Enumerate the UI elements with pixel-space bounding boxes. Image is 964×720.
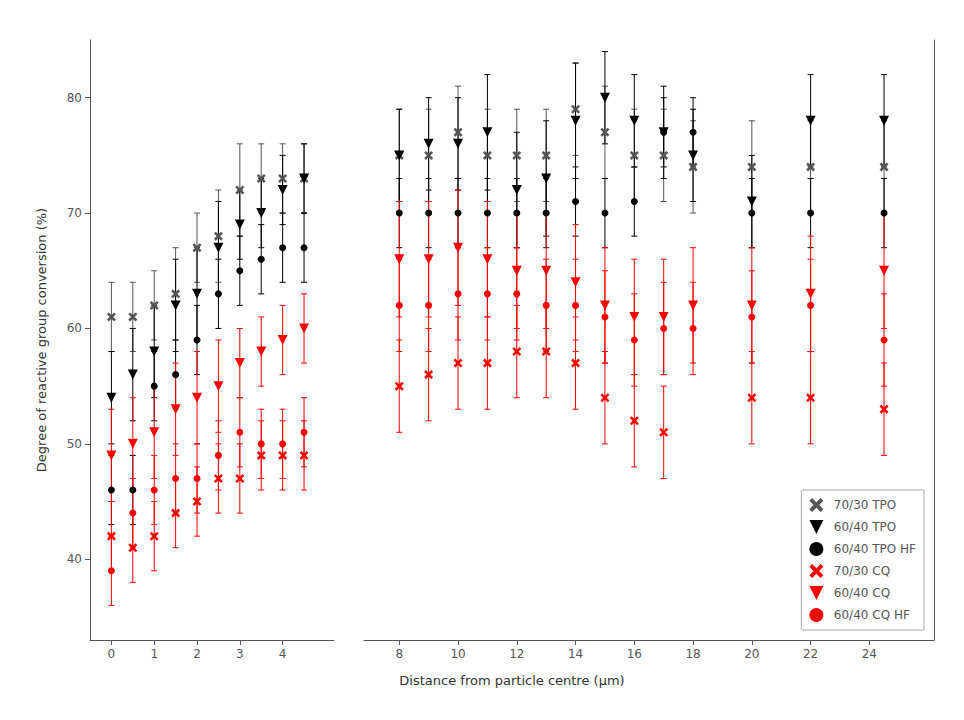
svg-text:8: 8 bbox=[395, 647, 403, 661]
svg-text:3: 3 bbox=[236, 647, 244, 661]
svg-text:16: 16 bbox=[627, 647, 642, 661]
svg-text:Distance from particle centre: Distance from particle centre (μm) bbox=[399, 673, 624, 688]
svg-text:12: 12 bbox=[509, 647, 524, 661]
svg-text:Degree of reactive group conve: Degree of reactive group conversion (%) bbox=[34, 208, 49, 472]
svg-text:0: 0 bbox=[108, 647, 116, 661]
svg-text:18: 18 bbox=[685, 647, 700, 661]
svg-text:14: 14 bbox=[568, 647, 583, 661]
svg-text:70/30 CQ: 70/30 CQ bbox=[834, 564, 890, 578]
svg-text:1: 1 bbox=[150, 647, 158, 661]
svg-text:20: 20 bbox=[744, 647, 759, 661]
svg-text:70/30 TPO: 70/30 TPO bbox=[834, 498, 896, 512]
svg-text:60/40 TPO HF: 60/40 TPO HF bbox=[834, 542, 916, 556]
svg-text:60/40 CQ HF: 60/40 CQ HF bbox=[834, 608, 910, 622]
svg-text:2: 2 bbox=[193, 647, 201, 661]
svg-text:22: 22 bbox=[803, 647, 818, 661]
svg-text:70: 70 bbox=[67, 206, 82, 220]
svg-text:60: 60 bbox=[67, 321, 82, 335]
svg-text:10: 10 bbox=[450, 647, 465, 661]
svg-text:60/40 CQ: 60/40 CQ bbox=[834, 586, 890, 600]
svg-text:80: 80 bbox=[67, 91, 82, 105]
svg-text:40: 40 bbox=[67, 552, 82, 566]
svg-text:4: 4 bbox=[279, 647, 287, 661]
svg-text:60/40 TPO: 60/40 TPO bbox=[834, 520, 896, 534]
svg-text:24: 24 bbox=[862, 647, 877, 661]
svg-text:50: 50 bbox=[67, 437, 82, 451]
